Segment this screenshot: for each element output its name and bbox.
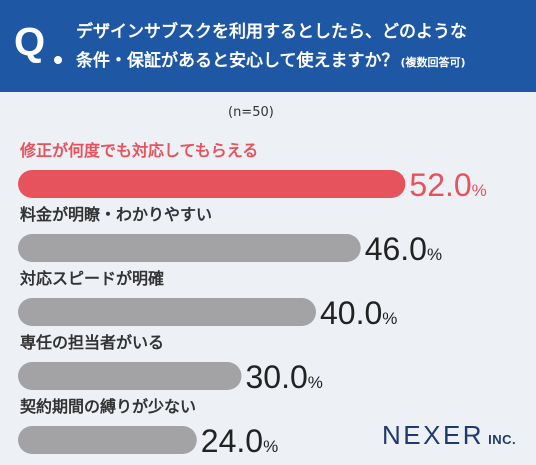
value-label: 30.0% bbox=[246, 359, 323, 395]
question-line-2-text: 条件・保証があると安心して使えますか？ bbox=[76, 51, 399, 71]
value-unit: % bbox=[382, 309, 397, 328]
bar bbox=[18, 170, 406, 198]
category-label: 専任の担当者がいる bbox=[20, 333, 164, 352]
bar bbox=[18, 362, 242, 390]
category-label: 料金が明瞭・わかりやすい bbox=[20, 205, 212, 224]
value-number: 46.0 bbox=[365, 231, 427, 267]
value-number: 40.0 bbox=[320, 295, 382, 331]
bar bbox=[18, 426, 197, 454]
sample-size-note: (n=50) bbox=[228, 105, 274, 120]
q-letter: Q bbox=[14, 20, 46, 64]
question-header: Q デザインサブスクを利用するとしたら、どのような 条件・保証があると安心して使… bbox=[0, 0, 536, 92]
question-line-2: 条件・保証があると安心して使えますか？ (複数回答可) bbox=[76, 46, 466, 71]
value-label: 46.0% bbox=[365, 231, 442, 267]
bar bbox=[18, 298, 316, 326]
value-unit: % bbox=[263, 437, 278, 456]
category-label: 契約期間の縛りが少ない bbox=[19, 397, 196, 416]
nexer-logo: NEXER INC. bbox=[382, 420, 516, 451]
value-label: 24.0% bbox=[201, 423, 278, 459]
question-note: (複数回答可) bbox=[400, 56, 466, 69]
category-label: 対応スピードが明確 bbox=[19, 269, 164, 288]
value-number: 24.0 bbox=[201, 423, 263, 459]
question-line-1: デザインサブスクを利用するとしたら、どのような bbox=[76, 22, 467, 42]
bar bbox=[18, 234, 361, 262]
value-label: 40.0% bbox=[320, 295, 397, 331]
category-label: 修正が何度でも対応してもらえる bbox=[19, 141, 258, 160]
value-number: 52.0 bbox=[409, 167, 471, 203]
value-label: 52.0% bbox=[409, 167, 486, 203]
logo-main-text: NEXER bbox=[382, 420, 485, 450]
logo-sub-text: INC. bbox=[488, 432, 517, 447]
value-unit: % bbox=[427, 245, 442, 264]
q-dot-decoration bbox=[54, 56, 62, 64]
value-unit: % bbox=[472, 181, 487, 200]
value-unit: % bbox=[308, 373, 323, 392]
value-number: 30.0 bbox=[246, 359, 308, 395]
